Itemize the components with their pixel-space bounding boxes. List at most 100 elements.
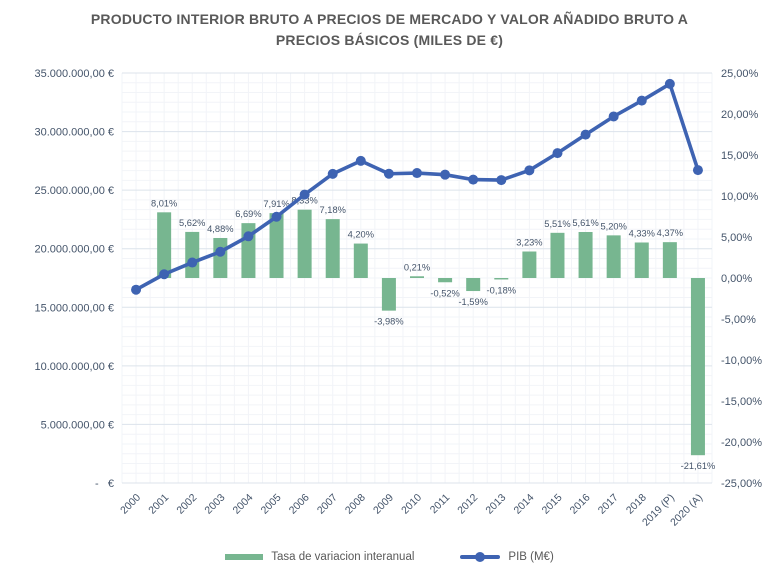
pib-marker-2016 (580, 129, 591, 140)
bar-label-2019 (P): 4,37% (657, 228, 683, 238)
right-axis-tick-label: 25,00% (721, 68, 759, 80)
right-axis-tick-label: 15,00% (721, 150, 759, 162)
left-axis-tick-label: 35.000.000,00 € (34, 68, 114, 80)
bar-2001 (157, 212, 172, 278)
pib-marker-2004 (243, 231, 254, 242)
x-axis-label-2004: 2004 (231, 492, 256, 517)
pib-marker-2013 (496, 175, 507, 186)
bar-label-2006: 8,33% (291, 196, 317, 206)
legend-label-pib: PIB (M€) (508, 551, 554, 563)
bar-label-2005: 7,91% (263, 199, 289, 209)
x-axis-label-2005: 2005 (259, 492, 284, 517)
pib-marker-2005 (271, 211, 282, 222)
legend-item-pib: PIB (M€) (460, 551, 554, 563)
pib-marker-2015 (552, 148, 563, 159)
x-axis-label-2006: 2006 (287, 492, 312, 517)
right-axis-tick-label: -20,00% (721, 437, 762, 449)
x-axis-label-2011: 2011 (428, 492, 453, 517)
x-axis-label-2014: 2014 (511, 492, 536, 517)
bar-2016 (578, 231, 593, 278)
chart-legend: Tasa de variacion interanual PIB (M€) (0, 551, 779, 563)
bar-label-2009: -3,98% (374, 317, 403, 327)
bar-label-2012: -1,59% (458, 297, 487, 307)
bar-label-2002: 5,62% (179, 218, 205, 228)
bar-2012 (466, 278, 481, 292)
pib-marker-2017 (608, 111, 619, 122)
pib-marker-2002 (187, 257, 198, 268)
left-axis-tick-label: 20.000.000,00 € (34, 244, 114, 256)
right-axis-tick-label: 5,00% (721, 232, 752, 244)
chart-title-line1: PRODUCTO INTERIOR BRUTO A PRECIOS DE MER… (90, 11, 689, 27)
x-axis-label-2010: 2010 (399, 492, 424, 517)
bar-2005 (269, 213, 284, 278)
line-series-swatch-icon (460, 552, 501, 562)
bar-label-2010: 0,21% (404, 262, 430, 272)
x-axis-label-2001: 2001 (146, 492, 171, 517)
left-axis-tick-label: 15.000.000,00 € (34, 302, 114, 314)
left-axis-tick-label: 10.000.000,00 € (34, 361, 114, 373)
pib-marker-2018 (636, 95, 647, 106)
right-axis-tick-label: -25,00% (721, 478, 762, 490)
right-axis-tick-label: 10,00% (721, 191, 759, 203)
bar-2007 (325, 219, 340, 278)
pib-marker-2014 (524, 165, 535, 176)
bar-2010 (410, 276, 424, 278)
bar-2015 (550, 232, 565, 278)
left-axis-tick-label: 25.000.000,00 € (34, 185, 114, 197)
bar-label-2008: 4,20% (348, 230, 374, 240)
pib-marker-2003 (215, 246, 226, 257)
bar-2008 (353, 243, 368, 278)
bar-2019 (P) (662, 242, 677, 278)
legend-label-tasa-variacion: Tasa de variacion interanual (271, 551, 415, 563)
chart-title: PRODUCTO INTERIOR BRUTO A PRECIOS DE MER… (50, 9, 730, 51)
bar-label-2003: 4,88% (207, 224, 233, 234)
pib-marker-2006 (299, 189, 310, 200)
x-axis-label-2007: 2007 (315, 492, 340, 517)
bar-2006 (297, 209, 312, 278)
left-axis-tick-label: 30.000.000,00 € (34, 127, 114, 139)
pib-marker-2011 (440, 169, 451, 180)
bar-2018 (634, 242, 649, 278)
bar-2013 (494, 278, 509, 280)
left-axis-tick-label: - € (95, 478, 114, 490)
bar-label-2017: 5,20% (600, 221, 626, 231)
right-axis-tick-label: 0,00% (721, 273, 752, 285)
x-axis-label-2002: 2002 (174, 492, 199, 517)
pib-marker-2009 (383, 168, 394, 179)
bar-label-2014: 3,23% (516, 238, 542, 248)
bar-label-2018: 4,33% (629, 228, 655, 238)
pib-marker-2012 (468, 174, 479, 185)
bar-2017 (606, 235, 621, 278)
bar-label-2015: 5,51% (544, 219, 570, 229)
right-axis-tick-label: 20,00% (721, 109, 759, 121)
x-axis-label-2008: 2008 (343, 492, 368, 517)
pib-marker-2000 (131, 284, 142, 295)
bar-2020 (A) (690, 278, 705, 456)
bar-label-2007: 7,18% (320, 205, 346, 215)
bar-2002 (185, 231, 200, 278)
pib-marker-2008 (355, 155, 366, 166)
right-axis-tick-label: -15,00% (721, 396, 762, 408)
pib-marker-2020 (A) (692, 165, 703, 176)
left-axis-tick-label: 5.000.000,00 € (41, 419, 114, 431)
bar-label-2001: 8,01% (151, 198, 177, 208)
bar-2009 (381, 278, 396, 311)
bar-2003 (213, 237, 228, 278)
x-axis-label-2016: 2016 (568, 492, 593, 517)
x-axis-label-2003: 2003 (202, 492, 227, 517)
x-axis-label-2009: 2009 (371, 492, 396, 517)
chart-title-line2: PRECIOS BÁSICOS (MILES DE €) (275, 32, 504, 48)
x-axis-label-2018: 2018 (624, 492, 649, 517)
bar-2014 (522, 251, 537, 278)
right-axis-tick-label: -5,00% (721, 314, 756, 326)
pib-marker-2010 (412, 168, 422, 179)
bar-label-2020 (A): -21,61% (681, 461, 716, 471)
bar-label-2013: -0,18% (487, 285, 516, 295)
bar-series-swatch-icon (225, 554, 264, 560)
bar-label-2011: -0,52% (430, 288, 459, 298)
bar-label-2016: 5,61% (572, 218, 598, 228)
x-axis-label-2015: 2015 (540, 492, 565, 517)
pib-marker-2019 (P) (664, 78, 675, 89)
